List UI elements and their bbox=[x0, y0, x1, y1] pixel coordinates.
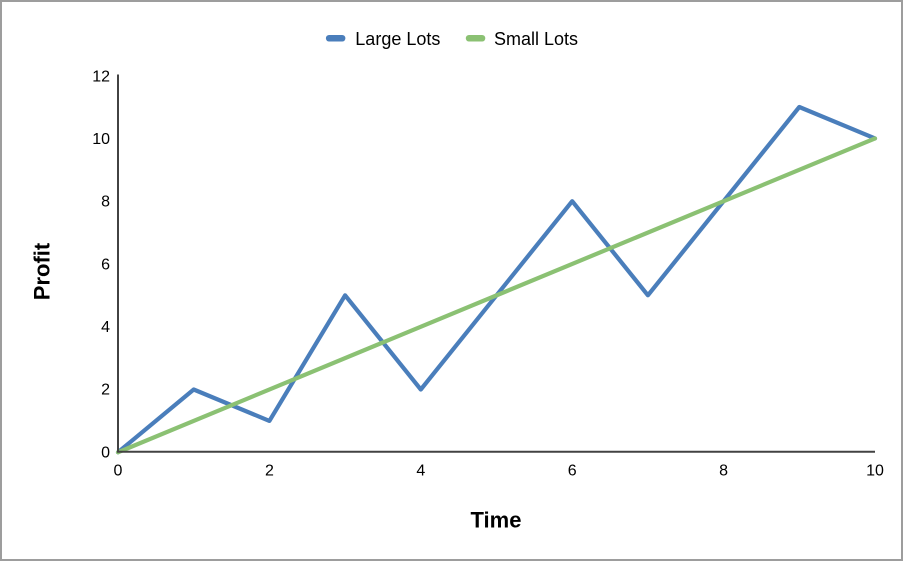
svg-text:4: 4 bbox=[101, 319, 110, 336]
svg-text:4: 4 bbox=[416, 463, 425, 480]
svg-text:2: 2 bbox=[101, 382, 110, 399]
svg-text:10: 10 bbox=[92, 131, 110, 148]
svg-text:0: 0 bbox=[101, 444, 110, 461]
svg-text:Large Lots: Large Lots bbox=[355, 29, 440, 49]
svg-text:Profit: Profit bbox=[29, 242, 54, 300]
svg-text:8: 8 bbox=[101, 194, 110, 211]
svg-text:Time: Time bbox=[471, 508, 522, 533]
svg-text:6: 6 bbox=[101, 256, 110, 273]
svg-text:Small Lots: Small Lots bbox=[494, 29, 578, 49]
svg-text:2: 2 bbox=[265, 463, 274, 480]
svg-text:8: 8 bbox=[719, 463, 728, 480]
svg-text:6: 6 bbox=[568, 463, 577, 480]
svg-text:10: 10 bbox=[866, 463, 884, 480]
svg-text:12: 12 bbox=[92, 68, 110, 85]
svg-text:0: 0 bbox=[114, 463, 123, 480]
